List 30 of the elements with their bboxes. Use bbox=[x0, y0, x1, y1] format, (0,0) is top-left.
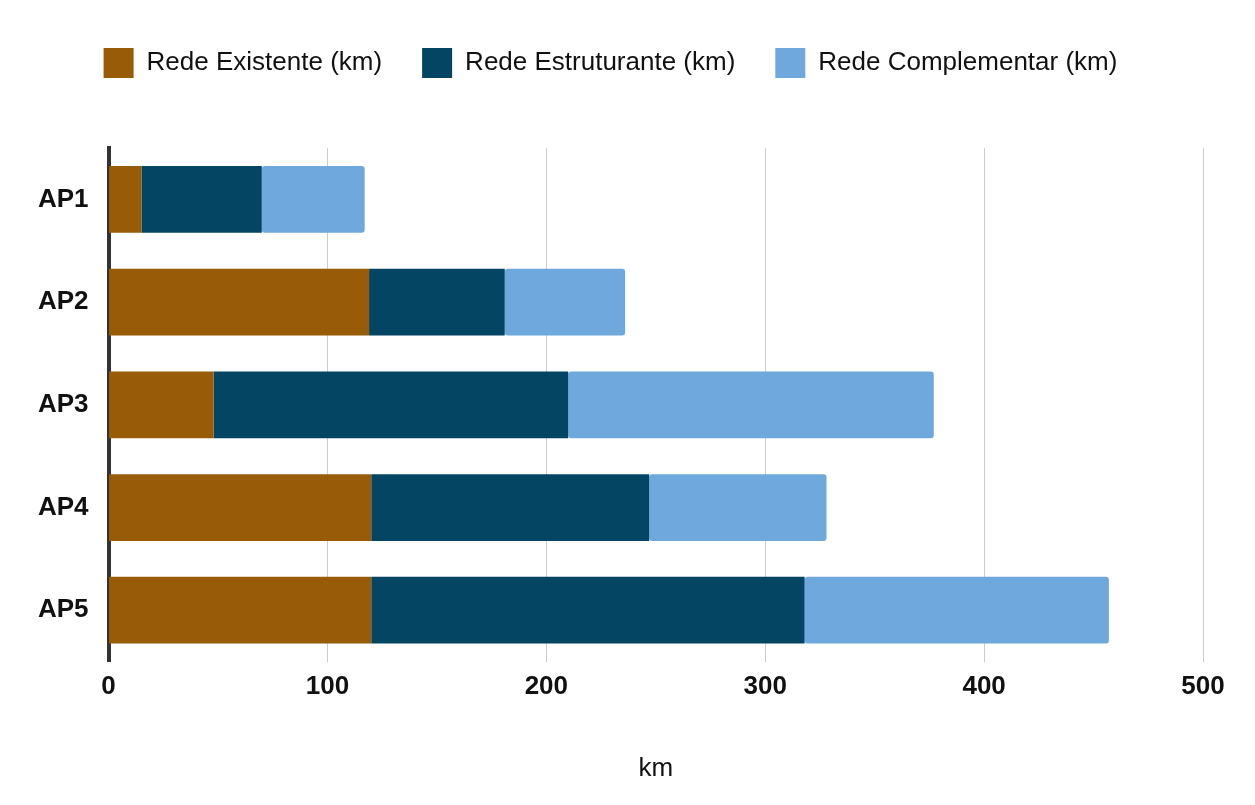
y-tick-label: AP2 bbox=[38, 285, 89, 316]
bar bbox=[371, 474, 650, 541]
bar bbox=[109, 268, 370, 336]
bar bbox=[649, 474, 827, 541]
y-tick-label: AP1 bbox=[38, 182, 89, 213]
x-tick-label: 0 bbox=[101, 670, 116, 701]
y-tick-label: AP4 bbox=[38, 490, 90, 521]
y-tick-label: AP5 bbox=[38, 593, 89, 624]
y-tick-label: AP3 bbox=[38, 387, 89, 418]
x-tick-label: 400 bbox=[962, 670, 1006, 701]
bar bbox=[261, 165, 365, 233]
bar bbox=[504, 268, 626, 336]
bar bbox=[804, 576, 1109, 644]
legend-label: Rede Complementar (km) bbox=[818, 46, 1118, 77]
x-tick-label: 200 bbox=[524, 670, 569, 701]
x-axis-title: km bbox=[638, 751, 674, 782]
bar bbox=[109, 165, 142, 233]
bar bbox=[369, 268, 505, 336]
bar bbox=[568, 371, 934, 439]
bar bbox=[213, 371, 569, 439]
bar bbox=[109, 474, 372, 541]
legend-label: Rede Existente (km) bbox=[146, 46, 383, 77]
bar bbox=[109, 371, 214, 439]
bar bbox=[141, 165, 262, 233]
bar bbox=[109, 576, 372, 644]
legend-label: Rede Estruturante (km) bbox=[465, 46, 736, 77]
x-tick-label: 300 bbox=[743, 670, 787, 701]
x-tick-label: 100 bbox=[305, 670, 350, 701]
bar bbox=[371, 576, 805, 644]
x-tick-label: 500 bbox=[1181, 670, 1225, 701]
